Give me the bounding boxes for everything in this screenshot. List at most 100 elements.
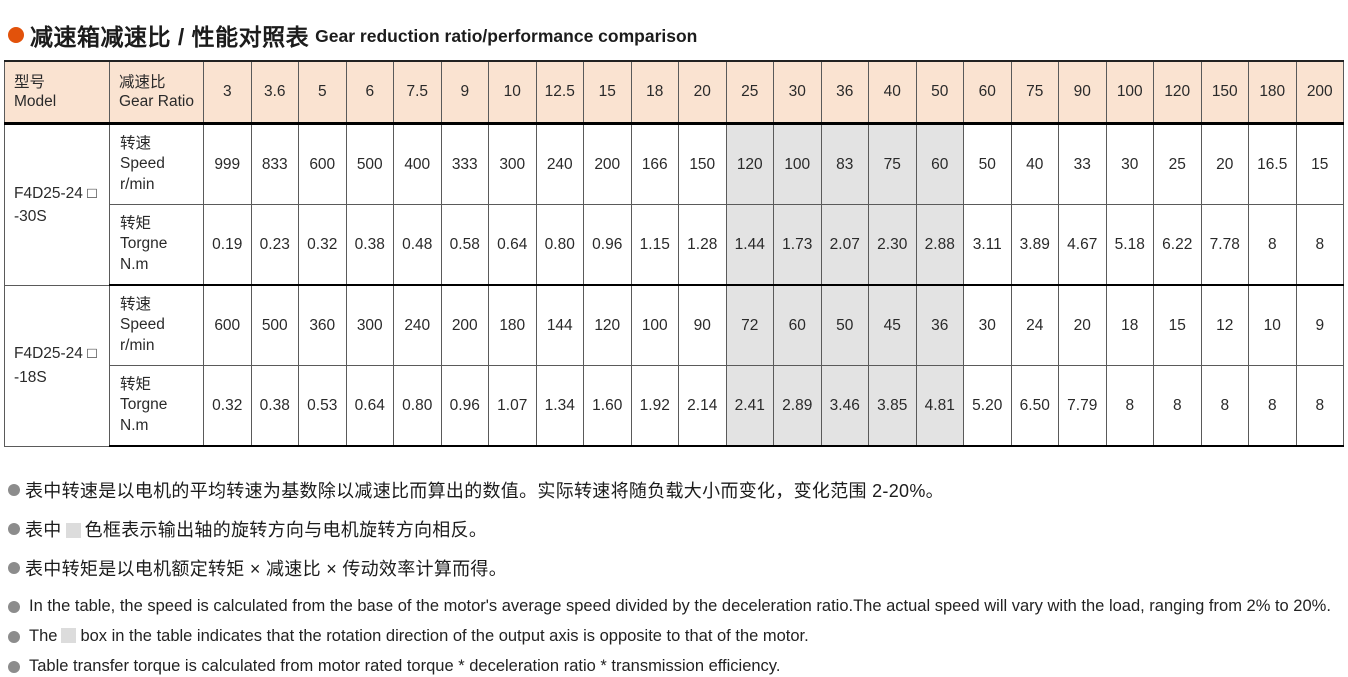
- value-cell: 0.19: [203, 204, 252, 286]
- value-cell: 30: [963, 284, 1012, 366]
- value-cell: 144: [535, 284, 584, 366]
- value-cell: 6.50: [1010, 365, 1059, 447]
- note-bullet-icon: [8, 630, 20, 643]
- header-model-zh: 型号: [14, 73, 46, 91]
- model-line1: F4D25-24 □: [14, 345, 97, 363]
- value-cell: 33: [1058, 123, 1107, 205]
- value-cell: 3.89: [1010, 204, 1059, 286]
- header-ratio-10: 10: [488, 60, 537, 125]
- notes-list: 表中转速是以电机的平均转速为基数除以减速比而算出的数值。实际转速将随负载大小而变…: [8, 477, 1348, 676]
- header-ratio-18: 18: [630, 60, 679, 125]
- value-cell: 15: [1153, 284, 1202, 366]
- value-cell: 600: [203, 284, 252, 366]
- header-ratio-3: 3: [203, 60, 252, 125]
- value-cell: 333: [440, 123, 489, 205]
- value-cell: 2.30: [868, 204, 917, 286]
- value-cell: 5.20: [963, 365, 1012, 447]
- header-ratio-60: 60: [963, 60, 1012, 125]
- value-cell: 36: [915, 284, 964, 366]
- value-cell: 1.15: [630, 204, 679, 286]
- value-cell: 10: [1248, 284, 1297, 366]
- value-cell: 120: [583, 284, 632, 366]
- value-cell: 2.89: [773, 365, 822, 447]
- title-bullet-icon: [8, 27, 24, 43]
- note-bullet-icon: [8, 660, 20, 673]
- row-label: 转矩 Torgne N.m: [109, 365, 204, 447]
- row-label-line: Torgne: [120, 396, 168, 414]
- table-row: 转矩 Torgne N.m 0.19 0.23 0.32 0.38 0.48 0.58 0.64 0…: [5, 204, 1344, 286]
- value-cell: 8: [1248, 365, 1297, 447]
- value-cell: 200: [440, 284, 489, 366]
- note-bullet-icon: [8, 523, 20, 535]
- header-ratio-25: 25: [725, 60, 774, 125]
- value-cell: 0.38: [250, 365, 299, 447]
- page-title: 减速箱减速比 / 性能对照表 Gear reduction ratio/perf…: [0, 0, 1348, 60]
- value-cell: 0.38: [345, 204, 394, 286]
- header-ratio-120: 120: [1153, 60, 1202, 125]
- row-label-line: Torgne: [120, 235, 168, 253]
- note-bullet-icon: [8, 484, 20, 496]
- table-body: F4D25-24 □ -30S 转速 Speed r/min 999 833 600 500 40…: [4, 123, 1344, 447]
- value-cell: 2.88: [915, 204, 964, 286]
- value-cell: 0.64: [488, 204, 537, 286]
- header-ratio-9: 9: [440, 60, 489, 125]
- model-line1: F4D25-24 □: [14, 184, 97, 202]
- page-title-en: Gear reduction ratio/performance compari…: [315, 25, 698, 46]
- value-cell: 100: [773, 123, 822, 205]
- value-cell: 7.78: [1200, 204, 1249, 286]
- value-cell: 150: [678, 123, 727, 205]
- value-cell: 1.28: [678, 204, 727, 286]
- value-cell: 16.5: [1248, 123, 1297, 205]
- note-item: In the table, the speed is calculated fr…: [8, 597, 1348, 616]
- value-cell: 3.85: [868, 365, 917, 447]
- header-ratio-zh: 减速比: [119, 73, 166, 91]
- value-cell: 0.64: [345, 365, 394, 447]
- value-cell: 2.41: [725, 365, 774, 447]
- value-cell: 0.32: [203, 365, 252, 447]
- page-title-zh: 减速箱减速比 / 性能对照表: [30, 24, 310, 50]
- note-item: The box in the table indicates that the r…: [8, 627, 1348, 646]
- header-ratio-6: 6: [345, 60, 394, 125]
- header-ratio-75: 75: [1010, 60, 1059, 125]
- value-cell: 90: [678, 284, 727, 366]
- model-cell-18S: F4D25-24 □ -18S: [4, 284, 110, 447]
- value-cell: 0.48: [393, 204, 442, 286]
- value-cell: 20: [1058, 284, 1107, 366]
- value-cell: 60: [773, 284, 822, 366]
- value-cell: 3.46: [820, 365, 869, 447]
- header-ratio-12.5: 12.5: [535, 60, 584, 125]
- note-text: 表中 色框表示输出轴的旋转方向与电机旋转方向相反。: [25, 520, 488, 540]
- value-cell: 400: [393, 123, 442, 205]
- note-bullet-icon: [8, 600, 20, 613]
- value-cell: 83: [820, 123, 869, 205]
- header-ratio-3.6: 3.6: [250, 60, 299, 125]
- value-cell: 120: [725, 123, 774, 205]
- value-cell: 2.14: [678, 365, 727, 447]
- value-cell: 18: [1105, 284, 1154, 366]
- header-gear-ratio: 减速比 Gear Ratio: [109, 60, 204, 125]
- header-model-en: Model: [14, 93, 57, 110]
- value-cell: 500: [250, 284, 299, 366]
- value-cell: 3.11: [963, 204, 1012, 286]
- row-label-line: Speed: [120, 316, 165, 334]
- note-item: 表中转速是以电机的平均转速为基数除以减速比而算出的数值。实际转速将随负载大小而变…: [8, 477, 1348, 503]
- header-ratio-90: 90: [1058, 60, 1107, 125]
- value-cell: 72: [725, 284, 774, 366]
- value-cell: 8: [1105, 365, 1154, 447]
- value-cell: 25: [1153, 123, 1202, 205]
- value-cell: 0.96: [440, 365, 489, 447]
- value-cell: 0.23: [250, 204, 299, 286]
- model-line2: -18S: [14, 368, 47, 386]
- value-cell: 4.81: [915, 365, 964, 447]
- header-ratio-5: 5: [298, 60, 347, 125]
- note-text: In the table, the speed is calculated fr…: [29, 597, 1331, 615]
- value-cell: 1.60: [583, 365, 632, 447]
- value-cell: 0.53: [298, 365, 347, 447]
- model-cell-30S: F4D25-24 □ -30S: [4, 123, 110, 286]
- note-bullet-icon: [8, 562, 20, 574]
- header-ratio-100: 100: [1105, 60, 1154, 125]
- value-cell: 1.34: [535, 365, 584, 447]
- header-ratio-15: 15: [583, 60, 632, 125]
- value-cell: 0.80: [393, 365, 442, 447]
- value-cell: 0.96: [583, 204, 632, 286]
